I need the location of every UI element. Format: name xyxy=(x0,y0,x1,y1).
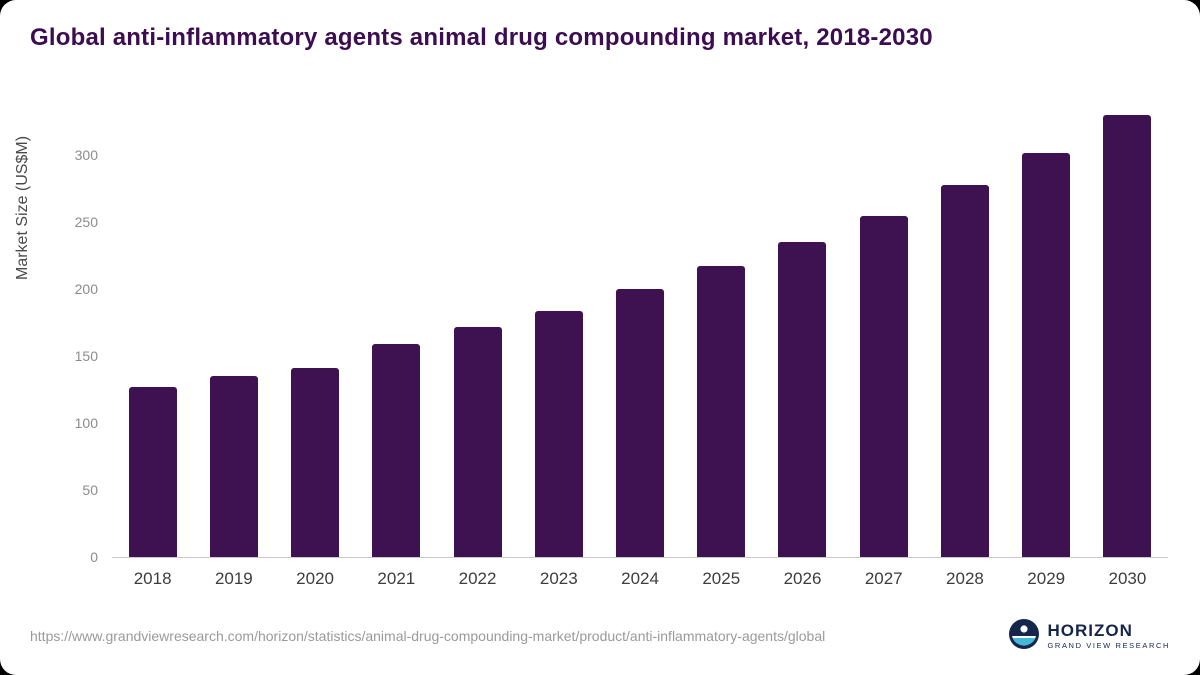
y-tick-label-250: 250 xyxy=(74,214,98,231)
bar-slot-2026: 2026 xyxy=(762,95,843,588)
y-tick-label-150: 150 xyxy=(74,348,98,365)
bar-2027 xyxy=(859,215,908,557)
y-tick-label-0: 0 xyxy=(90,549,98,565)
bar-2024 xyxy=(616,289,665,557)
x-tick-label-2022: 2022 xyxy=(458,569,497,588)
x-tick-label-2025: 2025 xyxy=(702,569,741,588)
horizon-logo: HORIZON GRAND VIEW RESEARCH xyxy=(1008,618,1171,654)
x-tick-label-2023: 2023 xyxy=(539,569,578,588)
x-tick-label-2027: 2027 xyxy=(864,569,903,588)
bar-2023 xyxy=(534,310,583,557)
bar-2018 xyxy=(128,386,177,557)
bar-slot-2023: 2023 xyxy=(518,95,599,588)
x-tick-label-2026: 2026 xyxy=(783,569,822,588)
bar-slot-2029: 2029 xyxy=(1006,95,1087,588)
bar-slot-2022: 2022 xyxy=(437,95,518,588)
bar-2026 xyxy=(778,242,827,557)
bar-slot-2018: 2018 xyxy=(112,95,193,588)
y-tick-label-50: 50 xyxy=(82,482,98,499)
bar-2029 xyxy=(1022,152,1071,557)
bar-2030 xyxy=(1103,115,1152,557)
y-axis-label: Market Size (US$M) xyxy=(14,135,31,280)
x-tick-label-2021: 2021 xyxy=(377,569,416,588)
bar-2021 xyxy=(372,344,421,557)
bar-series: 2018 2019 2020 2021 2022 2023 2024 2025 2026 2027… xyxy=(112,95,1168,588)
bar-2022 xyxy=(453,326,502,557)
x-tick-label-2024: 2024 xyxy=(621,569,659,588)
logo-tagline: GRAND VIEW RESEARCH xyxy=(1047,640,1170,650)
bar-slot-2024: 2024 xyxy=(599,95,680,588)
footer: https://www.grandviewresearch.com/horizo… xyxy=(30,615,1170,657)
y-tick-label-300: 300 xyxy=(74,147,98,164)
bar-slot-2020: 2020 xyxy=(274,95,355,588)
bar-2028 xyxy=(940,184,989,557)
bar-2019 xyxy=(209,376,258,557)
x-tick-label-2028: 2028 xyxy=(946,569,984,588)
plot-area: 2018 2019 2020 2021 2022 2023 2024 2025 2026 2027… xyxy=(75,95,1168,588)
logo-name: HORIZON xyxy=(1047,621,1133,641)
y-tick-label-200: 200 xyxy=(74,281,98,298)
bar-slot-2021: 2021 xyxy=(356,95,437,588)
horizon-logo-icon xyxy=(1008,618,1039,654)
bar-slot-2028: 2028 xyxy=(924,95,1005,588)
x-tick-label-2029: 2029 xyxy=(1027,569,1066,588)
x-tick-label-2030: 2030 xyxy=(1108,569,1147,588)
source-url: https://www.grandviewresearch.com/horizo… xyxy=(30,628,826,644)
bar-slot-2019: 2019 xyxy=(193,95,274,588)
y-tick-label-100: 100 xyxy=(74,415,98,432)
bar-2025 xyxy=(697,266,746,557)
x-tick-label-2018: 2018 xyxy=(133,569,172,588)
bar-2020 xyxy=(291,368,340,557)
x-tick-label-2019: 2019 xyxy=(214,569,253,588)
bar-slot-2025: 2025 xyxy=(681,95,762,588)
bar-slot-2030: 2030 xyxy=(1087,95,1168,588)
x-tick-label-2020: 2020 xyxy=(296,569,334,588)
bar-slot-2027: 2027 xyxy=(843,95,924,588)
chart-title: Global anti-inflammatory agents animal d… xyxy=(30,24,933,51)
